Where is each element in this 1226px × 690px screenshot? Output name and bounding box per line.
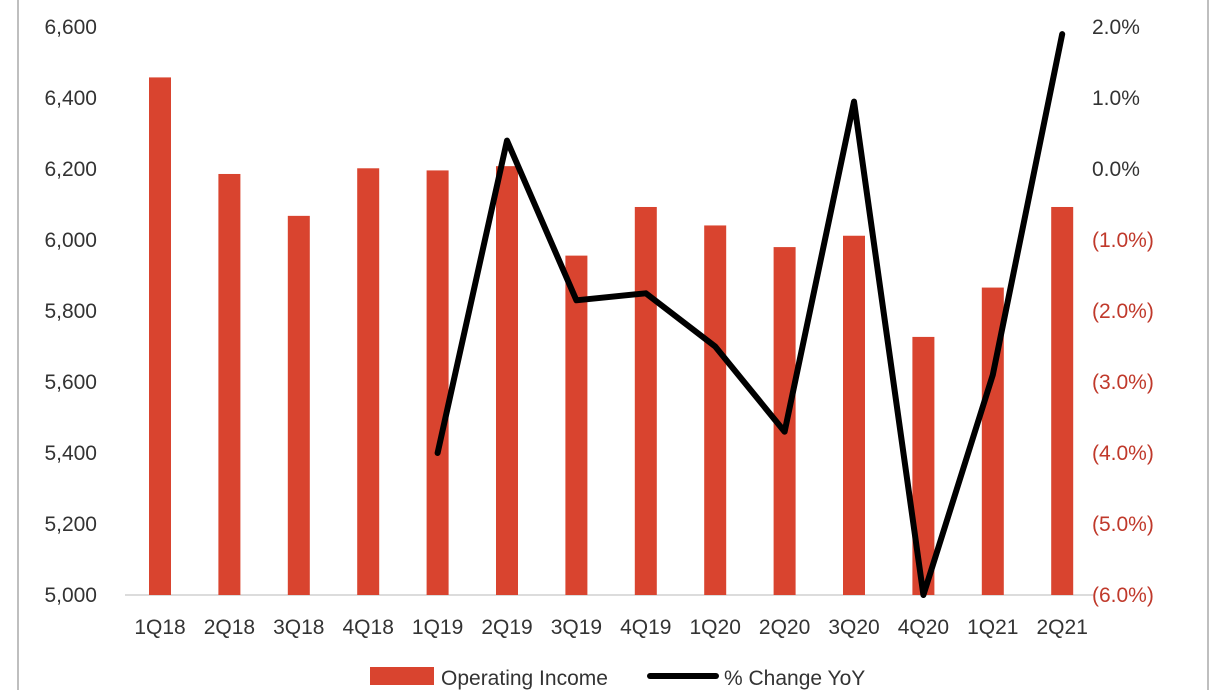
bar-4q19 <box>634 206 657 596</box>
right-y-axis: 2.0% 1.0% 0.0% (1.0%) (2.0%) (3.0%) (4.0%) (5.0… <box>1092 16 1154 607</box>
right-tick-label: (3.0%) <box>1092 371 1154 394</box>
bar-1q20 <box>704 225 727 595</box>
bar-3q19 <box>565 255 588 595</box>
x-axis: 1Q18 2Q18 3Q18 4Q18 1Q19 2Q19 3Q19 4Q19 1Q20 2Q20… <box>134 616 1088 639</box>
x-tick-label: 2Q20 <box>759 616 810 639</box>
left-tick-label: 6,000 <box>44 229 97 252</box>
right-tick-label: (5.0%) <box>1092 513 1154 536</box>
right-tick-label: 0.0% <box>1092 158 1140 181</box>
x-tick-label: 2Q21 <box>1037 616 1088 639</box>
left-tick-label: 5,000 <box>44 584 97 607</box>
line-change-yoy <box>434 31 1066 598</box>
x-tick-label: 4Q19 <box>620 616 671 639</box>
bar-4q18 <box>357 168 380 596</box>
left-tick-label: 6,400 <box>44 87 97 110</box>
legend-label-operating-income: Operating Income <box>441 667 608 690</box>
x-tick-label: 4Q18 <box>343 616 394 639</box>
bar-3q20 <box>843 235 865 596</box>
bar-2q18 <box>218 173 241 595</box>
bar-1q18 <box>149 77 171 595</box>
legend-label-change-yoy: % Change YoY <box>724 667 865 690</box>
bar-2q19 <box>496 166 518 595</box>
right-tick-label: 2.0% <box>1092 16 1140 39</box>
right-tick-label: (4.0%) <box>1092 442 1154 465</box>
legend: Operating Income % Change YoY <box>370 667 865 690</box>
left-tick-label: 6,200 <box>44 158 97 181</box>
line-layer <box>434 31 1066 598</box>
x-tick-label: 3Q18 <box>273 616 324 639</box>
right-tick-label: (1.0%) <box>1092 229 1154 252</box>
right-tick-label: (6.0%) <box>1092 584 1154 607</box>
x-tick-label: 4Q20 <box>898 616 949 639</box>
left-tick-label: 5,800 <box>44 300 97 323</box>
right-tick-label: (2.0%) <box>1092 300 1154 323</box>
legend-swatch-operating-income <box>370 667 434 685</box>
right-tick-label: 1.0% <box>1092 87 1140 110</box>
x-tick-label: 3Q19 <box>551 616 602 639</box>
left-tick-label: 5,600 <box>44 371 97 394</box>
x-tick-label: 1Q21 <box>967 616 1018 639</box>
x-tick-label: 2Q19 <box>481 616 532 639</box>
bar-2q21 <box>1051 206 1074 596</box>
bars-layer <box>149 77 1074 596</box>
bar-3q18 <box>287 215 310 596</box>
left-tick-label: 5,200 <box>44 513 97 536</box>
x-tick-label: 2Q18 <box>204 616 255 639</box>
x-tick-label: 1Q19 <box>412 616 463 639</box>
x-tick-label: 3Q20 <box>828 616 879 639</box>
bar-1q21 <box>981 287 1004 595</box>
left-y-axis: 5,000 5,200 5,400 5,600 5,800 6,000 6,200 6,400… <box>44 16 97 607</box>
bar-1q19 <box>426 170 449 596</box>
left-tick-label: 5,400 <box>44 442 97 465</box>
x-tick-label: 1Q20 <box>690 616 741 639</box>
left-tick-label: 6,600 <box>44 16 97 39</box>
x-tick-label: 1Q18 <box>134 616 185 639</box>
bar-4q20 <box>912 336 935 595</box>
